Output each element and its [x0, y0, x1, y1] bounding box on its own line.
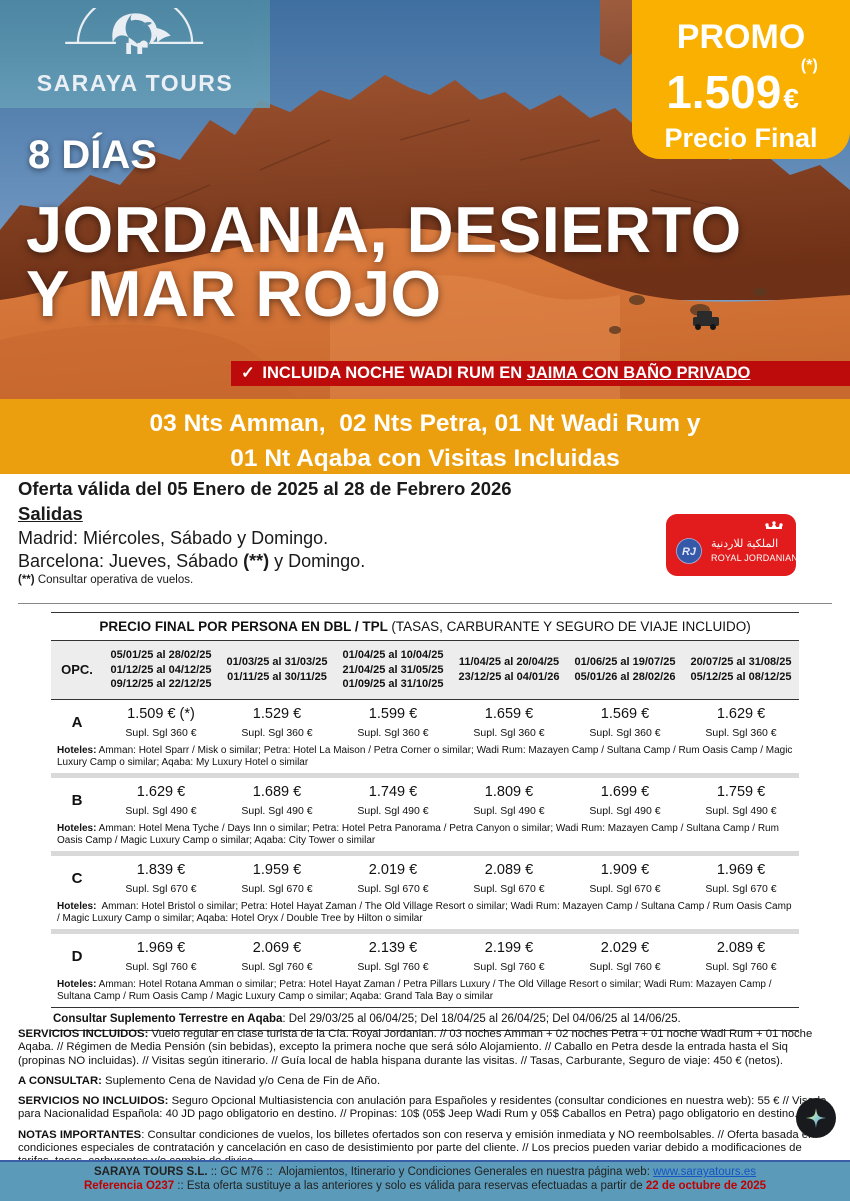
svg-text:ROYAL JORDANIAN: ROYAL JORDANIAN	[711, 553, 798, 563]
svg-text:RJ: RJ	[682, 546, 697, 558]
svg-text:الملكية للاردنية: الملكية للاردنية	[711, 538, 778, 550]
